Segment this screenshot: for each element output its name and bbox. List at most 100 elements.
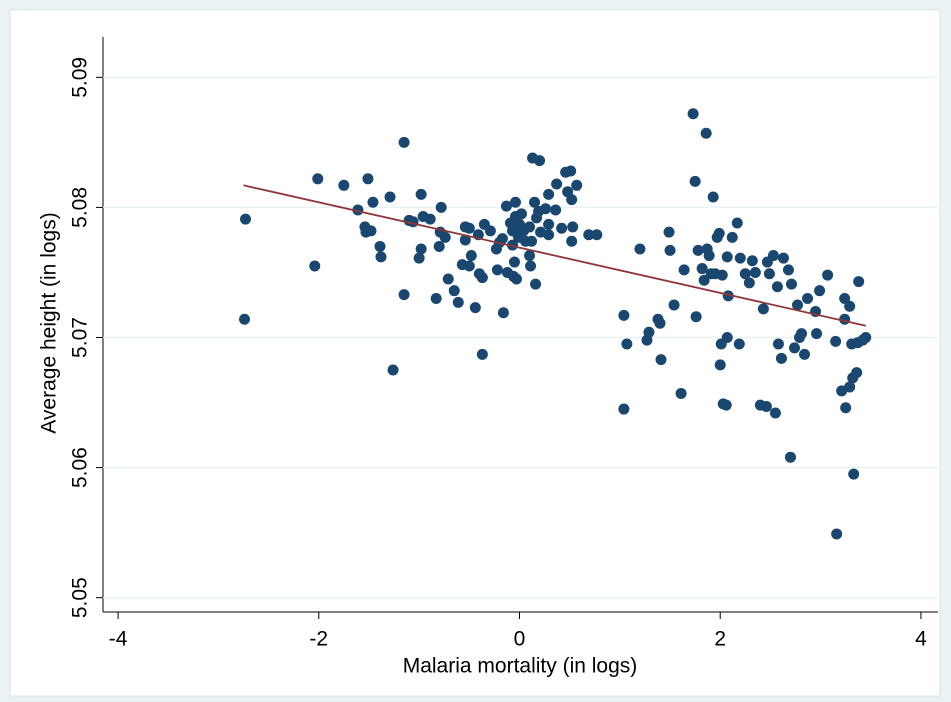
scatter-point xyxy=(860,332,872,344)
scatter-point xyxy=(696,263,708,275)
scatter-point xyxy=(567,221,579,233)
scatter-point xyxy=(839,292,851,304)
scatter-point xyxy=(452,296,464,308)
scatter-point xyxy=(690,311,702,323)
scatter-point xyxy=(484,225,496,237)
scatter-point xyxy=(634,243,646,255)
scatter-point xyxy=(543,188,555,200)
scatter-point xyxy=(698,274,710,286)
scatter-point xyxy=(508,256,520,268)
scatter-point xyxy=(525,260,537,272)
scatter-point xyxy=(785,278,797,290)
scatter-point xyxy=(407,216,419,228)
scatter-point xyxy=(524,221,536,233)
scatter-point xyxy=(413,252,425,264)
scatter-point xyxy=(784,451,796,463)
scatter-point xyxy=(799,348,811,360)
scatter-point xyxy=(692,244,704,256)
scatter-point xyxy=(375,251,387,263)
scatter-point xyxy=(654,317,666,329)
scatter-point xyxy=(814,285,826,297)
scatter-point xyxy=(556,222,568,234)
scatter-point xyxy=(566,194,578,206)
scatter-point xyxy=(240,213,252,225)
scatter-point xyxy=(771,281,783,293)
scatter-point xyxy=(700,127,712,139)
scatter-point xyxy=(309,260,321,272)
scatter-point xyxy=(714,359,726,371)
scatter-point xyxy=(415,188,427,200)
x-axis-title: Malaria mortality (in logs) xyxy=(403,655,638,678)
y-tick-label: 5.08 xyxy=(69,187,92,228)
scatter-point xyxy=(720,399,732,411)
scatter-point xyxy=(565,165,577,177)
scatter-point xyxy=(550,204,562,216)
scatter-point xyxy=(435,201,447,213)
scatter-point xyxy=(424,213,436,225)
x-tick-label: 2 xyxy=(714,628,726,651)
scatter-point xyxy=(465,250,477,262)
scatter-point xyxy=(802,292,814,304)
y-tick-label: 5.09 xyxy=(69,57,92,98)
scatter-point xyxy=(398,289,410,301)
scatter-point xyxy=(840,402,852,414)
scatter-point xyxy=(675,387,687,399)
scatter-point xyxy=(551,178,563,190)
scatter-point xyxy=(782,264,794,276)
scatter-point xyxy=(716,269,728,281)
scatter-point xyxy=(668,299,680,311)
x-tick-label: -4 xyxy=(109,628,128,651)
scatter-point xyxy=(853,276,865,288)
scatter-point xyxy=(491,264,503,276)
scatter-point xyxy=(312,173,324,185)
scatter-point xyxy=(767,250,779,262)
scatter-point xyxy=(540,203,552,215)
scatter-point xyxy=(844,381,856,393)
scatter-point xyxy=(362,173,374,185)
scatter-point xyxy=(496,233,508,245)
scatter-point xyxy=(543,218,555,230)
scatter-point xyxy=(687,108,699,120)
scatter-point xyxy=(459,234,471,246)
scatter-point xyxy=(367,196,379,208)
x-tick-label: 0 xyxy=(514,628,526,651)
scatter-point xyxy=(731,217,743,229)
scatter-point xyxy=(543,229,555,241)
scatter-point xyxy=(689,175,701,187)
scatter-point xyxy=(430,292,442,304)
scatter-point xyxy=(497,307,509,319)
scatter-point xyxy=(848,468,860,480)
scatter-point xyxy=(726,231,738,243)
scatter-point xyxy=(448,285,460,297)
scatter-point xyxy=(763,268,775,280)
scatter-point xyxy=(788,342,800,354)
y-axis-title: Average height (in logs) xyxy=(38,212,61,433)
scatter-point xyxy=(476,348,488,360)
scatter-point xyxy=(791,299,803,311)
scatter-point xyxy=(476,272,488,284)
scatter-point xyxy=(822,269,834,281)
scatter-point xyxy=(352,204,364,216)
scatter-point xyxy=(534,155,546,167)
scatter-point xyxy=(531,212,543,224)
scatter-point xyxy=(733,338,745,350)
scatter-point xyxy=(516,208,528,220)
scatter-point xyxy=(844,300,856,312)
scatter-point xyxy=(641,334,653,346)
scatter-point xyxy=(769,407,781,419)
scatter-point xyxy=(415,243,427,255)
scatter-point xyxy=(463,260,475,272)
scatter-point xyxy=(739,268,751,280)
scatter-point xyxy=(571,179,583,191)
scatter-point xyxy=(384,191,396,203)
y-tick-label: 5.05 xyxy=(69,577,92,618)
scatter-point xyxy=(618,309,630,321)
scatter-point xyxy=(775,352,787,364)
scatter-point xyxy=(374,240,386,252)
scatter-point xyxy=(526,235,538,247)
scatter-point xyxy=(746,255,758,267)
scatter-point xyxy=(721,332,733,344)
scatter-point xyxy=(433,240,445,252)
